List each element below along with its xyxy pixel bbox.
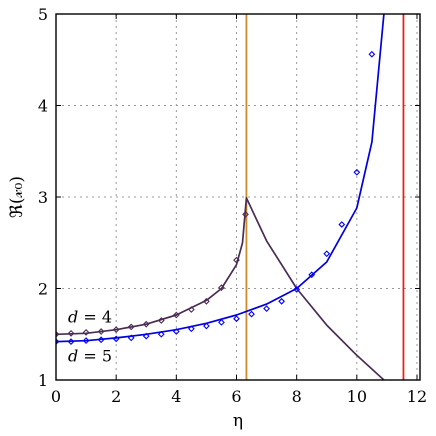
- series-marker: [112, 335, 120, 343]
- series-marker: [338, 221, 346, 228]
- series-marker: [67, 329, 75, 337]
- annotations: d = 4d = 5: [68, 307, 112, 365]
- series-marker: [67, 338, 75, 345]
- y-tick-label: 4: [38, 97, 48, 116]
- annotation-italic: d: [68, 347, 78, 366]
- series-marker: [323, 250, 331, 258]
- y-axis-label: ℜ(𝓍₀): [7, 176, 27, 218]
- x-tick-label: 2: [111, 387, 121, 406]
- x-tick-label: 10: [347, 387, 367, 406]
- series-annotation: d = 5: [68, 347, 112, 366]
- series-marker: [278, 297, 285, 305]
- y-tick-label: 2: [38, 280, 48, 299]
- y-tick-label: 5: [38, 5, 48, 24]
- series-marker: [127, 334, 135, 342]
- series-marker: [187, 306, 195, 313]
- series-marker: [157, 330, 165, 338]
- series-marker: [187, 325, 195, 333]
- series-marker: [308, 271, 316, 279]
- series-marker: [248, 310, 255, 318]
- grid: [56, 14, 420, 380]
- series-marker: [172, 328, 180, 335]
- vertical-lines: [245, 14, 405, 380]
- series-marker: [157, 317, 165, 324]
- series-marker: [233, 315, 240, 323]
- series-marker: [368, 50, 376, 58]
- x-tick-label: 12: [407, 387, 427, 406]
- series-marker: [142, 332, 150, 340]
- series-marker: [127, 323, 135, 331]
- series-marker: [97, 328, 105, 335]
- annotation-rest: = 5: [78, 347, 112, 366]
- series-marker: [56, 338, 60, 345]
- series-marker: [172, 311, 180, 319]
- series-marker: [82, 329, 90, 336]
- series-marker: [203, 322, 210, 330]
- y-tick-label: 1: [38, 371, 48, 390]
- series-annotation: d = 4: [68, 307, 112, 326]
- series-marker: [82, 337, 90, 345]
- series-marker: [353, 168, 361, 176]
- series-marker: [142, 320, 150, 328]
- annotation-italic: d: [68, 307, 78, 326]
- y-tick-label: 3: [38, 188, 48, 207]
- x-tick-label: 6: [231, 387, 241, 406]
- series-marker: [242, 211, 249, 218]
- series-marker: [203, 297, 210, 305]
- series-marker: [233, 256, 240, 264]
- series-marker: [112, 326, 120, 334]
- series-layer: [56, 14, 385, 380]
- series-line: [56, 14, 385, 343]
- series-marker: [293, 286, 301, 293]
- series-marker: [56, 330, 60, 338]
- series-marker: [97, 336, 105, 344]
- x-tick-label: 8: [292, 387, 302, 406]
- x-axis-label: η: [233, 411, 243, 431]
- series-marker: [218, 318, 225, 326]
- x-tick-label: 4: [171, 387, 181, 406]
- series-marker: [218, 284, 225, 291]
- annotation-rest: = 4: [78, 307, 112, 326]
- series-line: [56, 197, 385, 380]
- series-marker: [263, 305, 270, 313]
- x-tick-label: 0: [51, 387, 61, 406]
